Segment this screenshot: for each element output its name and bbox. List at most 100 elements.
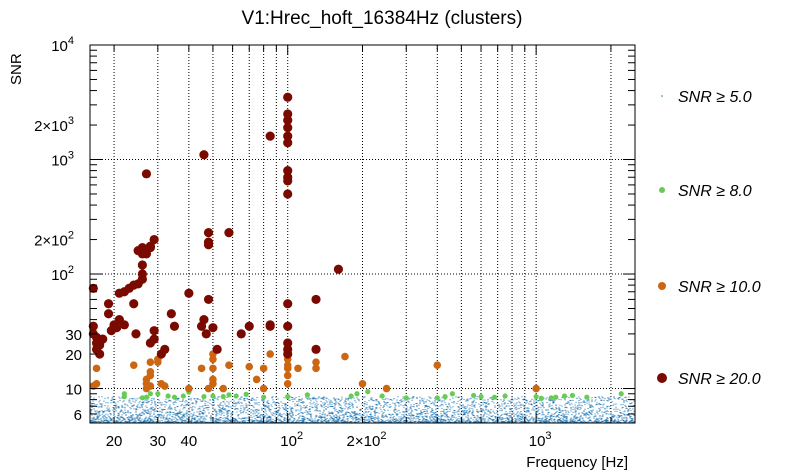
point bbox=[269, 409, 271, 411]
point bbox=[458, 406, 460, 408]
point bbox=[412, 396, 414, 398]
point bbox=[334, 416, 336, 418]
point bbox=[587, 408, 589, 410]
point bbox=[407, 401, 409, 403]
point bbox=[446, 413, 448, 415]
point bbox=[410, 411, 412, 413]
point bbox=[507, 412, 509, 414]
point bbox=[611, 417, 613, 419]
point bbox=[257, 413, 259, 415]
point bbox=[507, 420, 509, 422]
point bbox=[226, 412, 228, 414]
point bbox=[139, 416, 141, 418]
point bbox=[195, 401, 197, 403]
point bbox=[385, 414, 387, 416]
point bbox=[153, 420, 155, 422]
point bbox=[414, 421, 416, 423]
point bbox=[360, 417, 362, 419]
point bbox=[205, 407, 207, 409]
point bbox=[393, 419, 395, 421]
point bbox=[317, 410, 319, 412]
point bbox=[550, 415, 552, 417]
point bbox=[426, 411, 428, 413]
point bbox=[419, 421, 421, 423]
point bbox=[589, 412, 591, 414]
point bbox=[218, 409, 220, 411]
point bbox=[553, 419, 555, 421]
point bbox=[464, 412, 466, 414]
point bbox=[99, 414, 101, 416]
point bbox=[287, 408, 289, 410]
point bbox=[128, 419, 130, 421]
point bbox=[109, 417, 111, 419]
point bbox=[440, 410, 442, 412]
point bbox=[552, 402, 554, 404]
point bbox=[427, 412, 429, 414]
point bbox=[435, 414, 437, 416]
point bbox=[390, 415, 392, 417]
point bbox=[246, 409, 248, 411]
point bbox=[367, 408, 369, 410]
point bbox=[553, 415, 555, 417]
point bbox=[284, 420, 286, 422]
point bbox=[93, 421, 95, 423]
point bbox=[496, 402, 498, 404]
point bbox=[102, 411, 104, 413]
point bbox=[483, 419, 485, 421]
point bbox=[174, 420, 176, 422]
point bbox=[438, 415, 440, 417]
point bbox=[510, 408, 512, 410]
point bbox=[231, 412, 233, 414]
point bbox=[357, 414, 359, 416]
point bbox=[162, 421, 164, 423]
point bbox=[118, 413, 120, 415]
point bbox=[586, 400, 588, 402]
point bbox=[549, 400, 551, 402]
point bbox=[196, 421, 198, 423]
point bbox=[96, 417, 98, 419]
point bbox=[159, 420, 161, 422]
point bbox=[606, 407, 608, 409]
point bbox=[471, 403, 473, 405]
point bbox=[488, 418, 490, 420]
point bbox=[415, 409, 417, 411]
point bbox=[454, 420, 456, 422]
point bbox=[483, 410, 485, 412]
point bbox=[139, 401, 141, 403]
point bbox=[364, 420, 366, 422]
point bbox=[533, 419, 535, 421]
point bbox=[607, 400, 609, 402]
point bbox=[579, 408, 581, 410]
point bbox=[426, 399, 428, 401]
point bbox=[565, 403, 567, 405]
point bbox=[132, 415, 134, 417]
point bbox=[320, 415, 322, 417]
point bbox=[226, 417, 228, 419]
point bbox=[417, 417, 419, 419]
point bbox=[183, 420, 185, 422]
point bbox=[410, 421, 412, 423]
point bbox=[220, 414, 222, 416]
point bbox=[324, 417, 326, 419]
point bbox=[474, 398, 476, 400]
point bbox=[117, 414, 119, 416]
point bbox=[262, 403, 264, 405]
point bbox=[132, 400, 134, 402]
point bbox=[536, 411, 538, 413]
point bbox=[468, 411, 470, 413]
point bbox=[357, 398, 359, 400]
point bbox=[309, 411, 311, 413]
point bbox=[515, 419, 517, 421]
point bbox=[192, 417, 194, 419]
point bbox=[501, 405, 503, 407]
point bbox=[574, 404, 576, 406]
point bbox=[508, 405, 510, 407]
point bbox=[164, 406, 166, 408]
point bbox=[197, 398, 199, 400]
point bbox=[383, 406, 385, 408]
point bbox=[504, 403, 506, 405]
point bbox=[417, 421, 419, 423]
point bbox=[148, 417, 150, 419]
point bbox=[454, 409, 456, 411]
point bbox=[266, 414, 268, 416]
